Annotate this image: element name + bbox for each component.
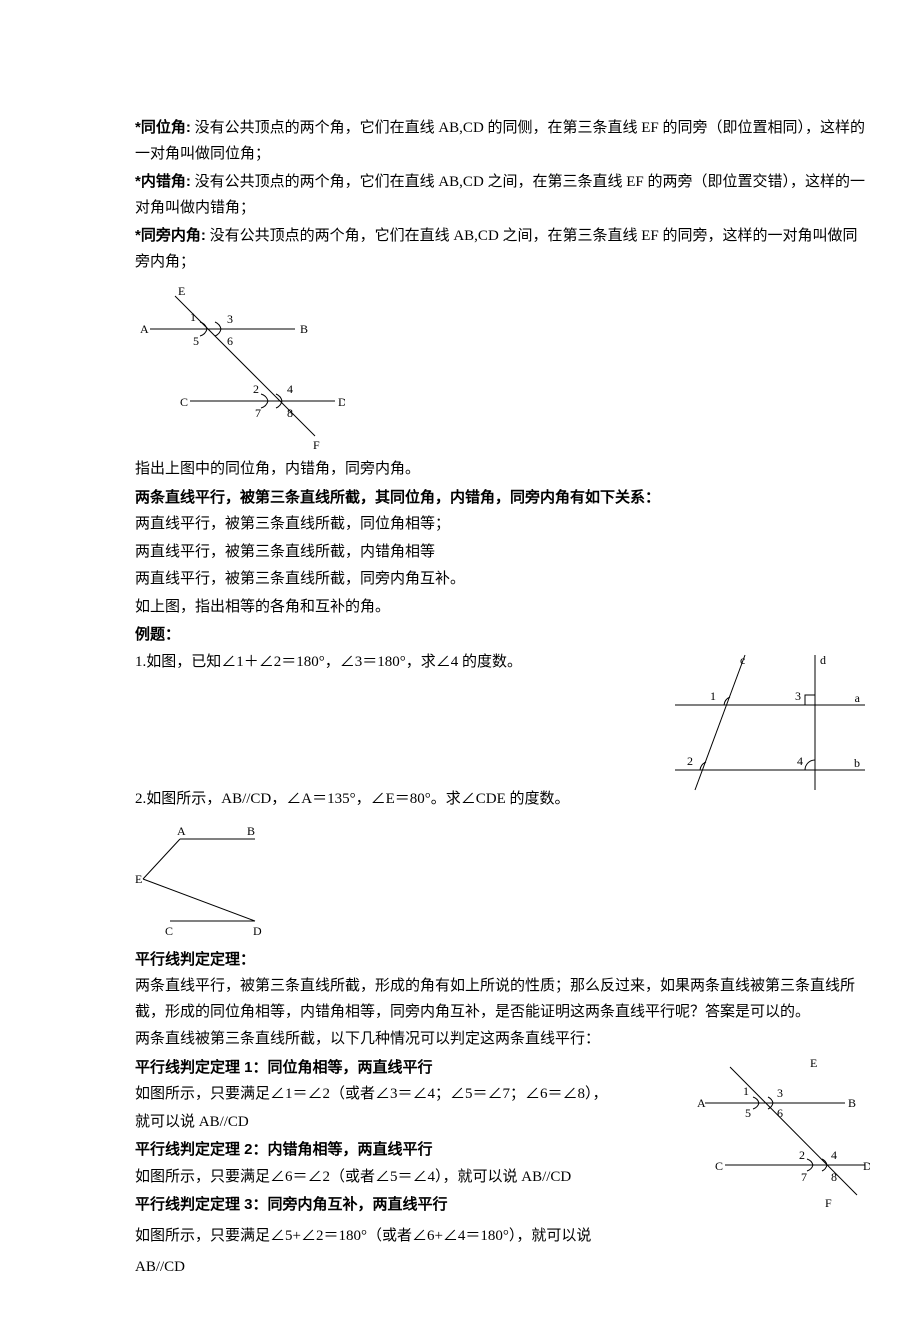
fig-th-n2: 2	[799, 1148, 805, 1162]
fig-th-C: C	[715, 1159, 723, 1173]
theorem-3-body2: AB//CD	[135, 1255, 870, 1281]
figure-theorem: E A B C D F 1 3 5 6 2 4 7 8	[695, 1055, 870, 1210]
page: *同位角: 没有公共顶点的两个角，它们在直线 AB,CD 的同侧，在第三条直线 …	[0, 0, 920, 1322]
fig-ex1-c: c	[740, 653, 745, 667]
fig-th-E: E	[810, 1056, 817, 1070]
def-corresponding-label: *同位角:	[135, 119, 191, 136]
def-alternate: *内错角: 没有公共顶点的两个角，它们在直线 AB,CD 之间，在第三条直线 E…	[135, 169, 870, 221]
def-cointerior-label: *同旁内角:	[135, 227, 206, 244]
fig-th-n6: 6	[777, 1106, 783, 1120]
fig-th-A: A	[697, 1096, 706, 1110]
fig1-n3: 3	[227, 312, 233, 326]
fig1-n1: 1	[190, 310, 196, 324]
fig1-E: E	[178, 284, 185, 298]
fig-ex1-b: b	[854, 756, 860, 770]
fig1-n7: 7	[255, 406, 261, 420]
fig-ex1-a: a	[855, 691, 861, 705]
fig-th-n4: 4	[831, 1148, 837, 1162]
theorem-p2: 两条直线被第三条直线所截，以下几种情况可以判定这两条直线平行：	[135, 1027, 870, 1053]
fig-th-D: D	[863, 1159, 870, 1173]
fig-th-n3: 3	[777, 1086, 783, 1100]
fig-th-n7: 7	[801, 1170, 807, 1184]
fig1-F: F	[313, 438, 320, 451]
def-cointerior-text: 没有公共顶点的两个角，它们在直线 AB,CD 之间，在第三条直线 EF 的同旁，…	[135, 228, 858, 270]
fig-ex1-n3: 3	[795, 689, 801, 703]
def-alternate-text: 没有公共顶点的两个角，它们在直线 AB,CD 之间，在第三条直线 EF 的两旁（…	[135, 174, 865, 216]
after-fig1-l1: 指出上图中的同位角，内错角，同旁内角。	[135, 457, 870, 483]
theorem-p1: 两条直线平行，被第三条直线所截，形成的角有如上所说的性质；那么反过来，如果两条直…	[135, 974, 870, 1025]
fig-ex2-C: C	[165, 924, 173, 938]
def-alternate-label: *内错角:	[135, 173, 191, 190]
fig1-D: D	[338, 395, 345, 409]
fig-ex2-E: E	[135, 872, 142, 886]
fig-ex1-n2: 2	[687, 754, 693, 768]
figure-angles-1: E A B C D F 1 3 5 6 2 4 7 8	[135, 281, 870, 451]
fig-ex1-n4: 4	[797, 754, 803, 768]
def-corresponding: *同位角: 没有公共顶点的两个角，它们在直线 AB,CD 的同侧，在第三条直线 …	[135, 115, 870, 167]
fig-th-n1: 1	[743, 1084, 749, 1098]
fig-ex1-d: d	[820, 653, 826, 667]
fig-ex2-D: D	[253, 924, 262, 938]
after-fig1-l2: 两直线平行，被第三条直线所截，同位角相等；	[135, 512, 870, 538]
fig1-C: C	[180, 395, 188, 409]
fig-th-F: F	[825, 1196, 832, 1210]
fig1-n6: 6	[227, 334, 233, 348]
example-1-block: c d a b 1 3 2 4 1.如图，已知∠1＋∠2＝180°，∠3＝180…	[135, 650, 870, 815]
def-corresponding-text: 没有公共顶点的两个角，它们在直线 AB,CD 的同侧，在第三条直线 EF 的同旁…	[135, 120, 865, 162]
examples-heading: 例题：	[135, 622, 870, 648]
fig1-n8: 8	[287, 406, 293, 420]
figure-example-1: c d a b 1 3 2 4	[670, 650, 870, 800]
after-fig1-l3: 两直线平行，被第三条直线所截，内错角相等	[135, 540, 870, 566]
after-fig1-heading: 两条直线平行，被第三条直线所截，其同位角，内错角，同旁内角有如下关系：	[135, 485, 870, 511]
figure-example-2: A B E C D	[135, 821, 870, 941]
fig1-n2: 2	[253, 382, 259, 396]
fig-ex2-A: A	[177, 824, 186, 838]
after-fig1-l4: 两直线平行，被第三条直线所截，同旁内角互补。	[135, 567, 870, 593]
def-cointerior: *同旁内角: 没有公共顶点的两个角，它们在直线 AB,CD 之间，在第三条直线 …	[135, 223, 870, 275]
theorem-3-body1: 如图所示，只要满足∠5+∠2＝180°（或者∠6+∠4＝180°），就可以说	[135, 1220, 870, 1253]
fig1-B: B	[300, 322, 308, 336]
after-fig1-l5: 如上图，指出相等的各角和互补的角。	[135, 595, 870, 621]
fig-th-n5: 5	[745, 1106, 751, 1120]
fig-th-n8: 8	[831, 1170, 837, 1184]
fig1-n4: 4	[287, 382, 293, 396]
fig-ex1-n1: 1	[710, 689, 716, 703]
theorem-block: E A B C D F 1 3 5 6 2 4 7 8 平行线判定定理 1：同位…	[135, 1055, 870, 1283]
theorem-heading: 平行线判定定理：	[135, 947, 870, 973]
fig1-n5: 5	[193, 334, 199, 348]
fig-ex2-B: B	[247, 824, 255, 838]
fig1-A: A	[140, 322, 149, 336]
fig-th-B: B	[848, 1096, 856, 1110]
